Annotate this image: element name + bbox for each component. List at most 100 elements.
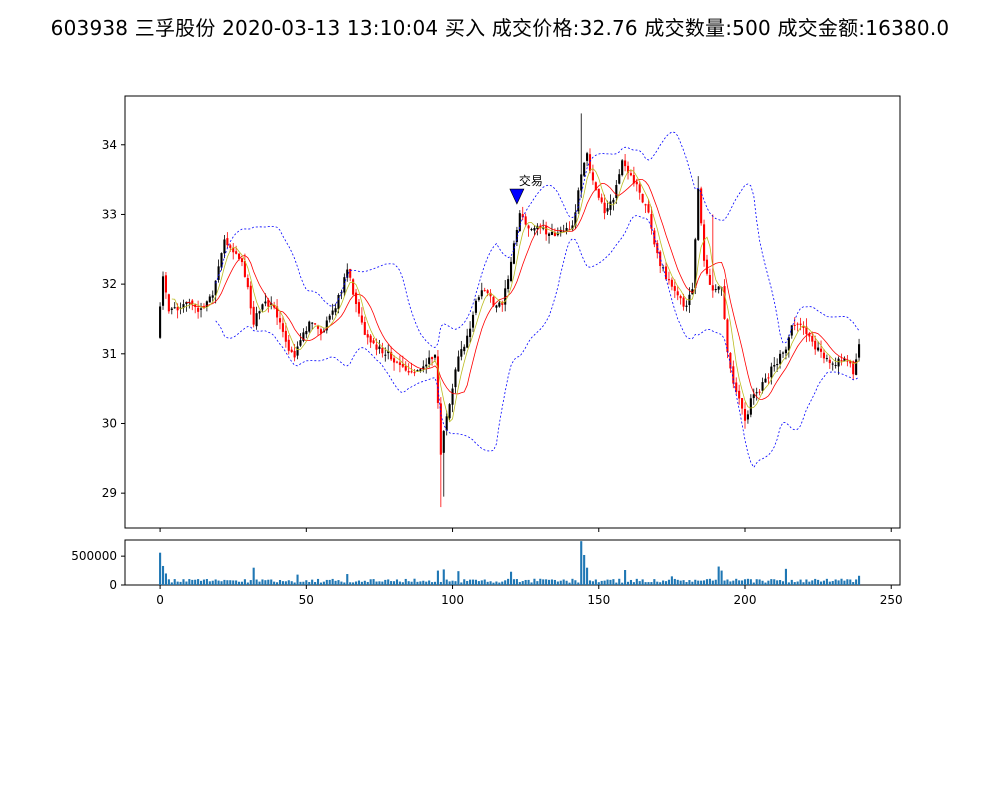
candle-body (161, 276, 165, 306)
volume-bar (647, 582, 650, 585)
candle-body (565, 227, 568, 232)
candle-body (404, 365, 407, 371)
candle-body (676, 291, 679, 296)
volume-bar (705, 579, 709, 585)
volume-bar (454, 581, 457, 585)
volume-bar (296, 574, 299, 585)
volume-bar (217, 580, 220, 585)
volume-bar (548, 579, 551, 585)
volume-bar (378, 581, 381, 585)
volume-bar (328, 579, 331, 585)
candle-body (407, 371, 410, 373)
volume-bar (471, 579, 475, 585)
volume-bar (656, 581, 659, 585)
volume-bar (182, 579, 185, 585)
volume-bar (343, 582, 346, 585)
candle-body (433, 354, 437, 358)
price-y-tick-label: 30 (102, 416, 117, 430)
candle-body (776, 363, 779, 366)
trade-annotation-label: 交易 (519, 173, 543, 188)
candle-body (741, 398, 744, 409)
candle-body (246, 277, 249, 288)
volume-bar (325, 579, 328, 585)
volume-bar (311, 579, 314, 585)
volume-bar (819, 581, 823, 585)
candle-body (732, 366, 735, 384)
volume-bar (843, 580, 846, 585)
volume-bar (773, 579, 776, 585)
candle-body (182, 304, 185, 309)
volume-bar (802, 582, 805, 585)
candle-body (305, 330, 308, 335)
candle-body (858, 344, 861, 358)
candle-body (641, 193, 644, 203)
candle-body (787, 337, 790, 351)
candle-body (442, 430, 445, 453)
candle-body (855, 359, 858, 375)
candle-body (588, 154, 592, 172)
candle-body (811, 336, 814, 342)
candle-body (828, 359, 831, 364)
volume-bar (539, 578, 542, 585)
volume-bar (817, 579, 820, 585)
candle-body (463, 346, 466, 352)
volume-bar (708, 578, 711, 585)
volume-axes-frame (124, 539, 901, 586)
candle-body (764, 378, 767, 383)
candle-body (261, 304, 264, 310)
candle-body (267, 299, 270, 307)
volume-x-tick-label: 200 (734, 593, 757, 607)
volume-bar (393, 581, 396, 585)
volume-bar (436, 570, 439, 585)
candle-body (644, 204, 647, 206)
candle-body (650, 214, 653, 229)
candle-body (735, 382, 738, 392)
candle-body (545, 226, 548, 235)
candle-body (682, 297, 685, 307)
volume-bar (562, 579, 565, 585)
candle-body (553, 232, 556, 237)
volume-bar (185, 581, 188, 585)
candle-body (638, 184, 641, 193)
volume-bar (159, 552, 162, 585)
volume-bar (220, 581, 223, 585)
candle-body (486, 290, 489, 294)
volume-bar (276, 582, 279, 585)
candle-body (431, 356, 434, 360)
volume-bar (790, 579, 793, 585)
volume-bar (629, 579, 632, 585)
volume-bar (293, 582, 296, 585)
volume-bar (439, 581, 442, 585)
candle-body (316, 325, 320, 329)
candle-body (524, 216, 527, 225)
volume-bar (755, 579, 758, 585)
candle-body (515, 229, 518, 243)
volume-bar (621, 582, 624, 585)
candle-body (492, 296, 495, 306)
volume-bar (223, 579, 226, 585)
candle-body (670, 279, 673, 287)
candle-body (767, 377, 770, 379)
volume-bar (808, 581, 811, 585)
volume-bar (723, 580, 726, 585)
volume-bar (550, 579, 554, 585)
candle-body (428, 357, 431, 364)
candle-body (314, 323, 317, 325)
volume-bar (425, 581, 428, 585)
volume-bar (235, 580, 238, 585)
candle-body (176, 306, 179, 311)
volume-bar (267, 579, 270, 585)
candle-body (413, 372, 416, 374)
volume-bar (811, 580, 814, 585)
volume-bar (469, 579, 472, 585)
candle-body (761, 382, 764, 391)
candle-body (170, 308, 173, 310)
candle-body (603, 202, 606, 214)
volume-bar (659, 582, 662, 585)
candle-body (457, 356, 460, 372)
candle-body (664, 266, 668, 280)
candle-body (773, 365, 776, 367)
volume-bar (252, 567, 255, 585)
candle-body (571, 225, 574, 230)
candle-body (460, 349, 463, 357)
